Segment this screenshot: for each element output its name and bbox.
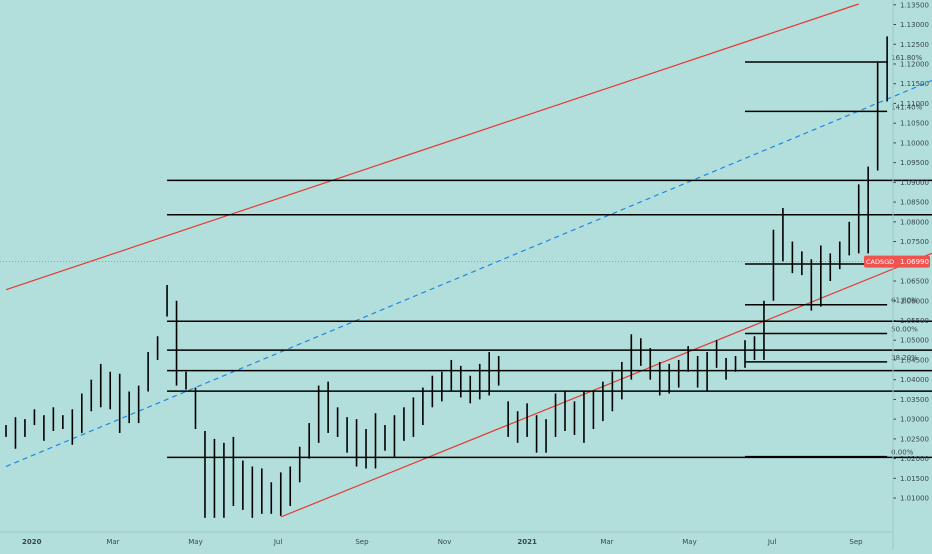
- price-tick-label: 1.13500: [900, 1, 929, 9]
- price-axis[interactable]: 1.13500 1.13000 1.12500 1.12000 1.11500 1.110…: [893, 0, 929, 550]
- time-tick-label: 2021: [517, 538, 537, 546]
- price-tick-label: 1.07500: [900, 238, 929, 246]
- price-tick-label: 1.04000: [900, 376, 929, 384]
- time-tick-label: May: [682, 538, 696, 546]
- time-axis[interactable]: 2020MarMayJulSepNov2021MarMayJulSepNov20…: [0, 532, 932, 546]
- time-tick-label: Jul: [273, 538, 283, 546]
- price-tick-label: 1.11500: [900, 80, 929, 88]
- price-tick-label: 1.02000: [900, 455, 929, 463]
- price-tick-label: 1.12000: [900, 60, 929, 68]
- price-tick-label: 1.01500: [900, 475, 929, 483]
- price-tick-label: 1.12500: [900, 41, 929, 49]
- price-tick-label: 1.04500: [900, 356, 929, 364]
- time-tick-label: Sep: [355, 538, 369, 546]
- last-price-label: CADSGD 1.06990: [864, 256, 930, 268]
- ohlc-bars-layer: [6, 36, 887, 517]
- price-tick-label: 1.06500: [900, 278, 929, 286]
- time-tick-label: Mar: [600, 538, 613, 546]
- price-tick-label: 1.03500: [900, 396, 929, 404]
- price-tick-label: 1.05000: [900, 337, 929, 345]
- channel-midline-line: [6, 8, 932, 466]
- price-tick-label: 1.08000: [900, 218, 929, 226]
- last-price-value: 1.06990: [900, 258, 929, 266]
- time-tick-label: Nov: [438, 538, 452, 546]
- time-tick-label: Jul: [767, 538, 777, 546]
- price-tick-label: 1.09000: [900, 179, 929, 187]
- price-tick-label: 1.08500: [900, 199, 929, 207]
- price-tick-label: 1.06000: [900, 297, 929, 305]
- price-tick-label: 1.11000: [900, 100, 929, 108]
- symbol-label: CADSGD: [866, 258, 894, 266]
- fib-level-label: 50.00%: [891, 326, 918, 334]
- time-tick-label: Sep: [849, 538, 863, 546]
- price-tick-label: 1.13000: [900, 21, 929, 29]
- time-tick-label: Mar: [106, 538, 119, 546]
- price-tick-label: 1.09500: [900, 159, 929, 167]
- price-tick-label: 1.10000: [900, 139, 929, 147]
- price-tick-label: 1.05500: [900, 317, 929, 325]
- price-tick-label: 1.03000: [900, 416, 929, 424]
- price-tick-label: 1.10500: [900, 120, 929, 128]
- time-tick-label: May: [188, 538, 202, 546]
- price-tick-label: 1.02500: [900, 435, 929, 443]
- price-tick-label: 1.01000: [900, 495, 929, 503]
- time-tick-label: 2020: [22, 538, 42, 546]
- channel-upper-line: [6, 4, 859, 290]
- fib-levels-layer: 161.80%141.40%78.60%61.80%50.00%38.20%0.…: [167, 54, 932, 457]
